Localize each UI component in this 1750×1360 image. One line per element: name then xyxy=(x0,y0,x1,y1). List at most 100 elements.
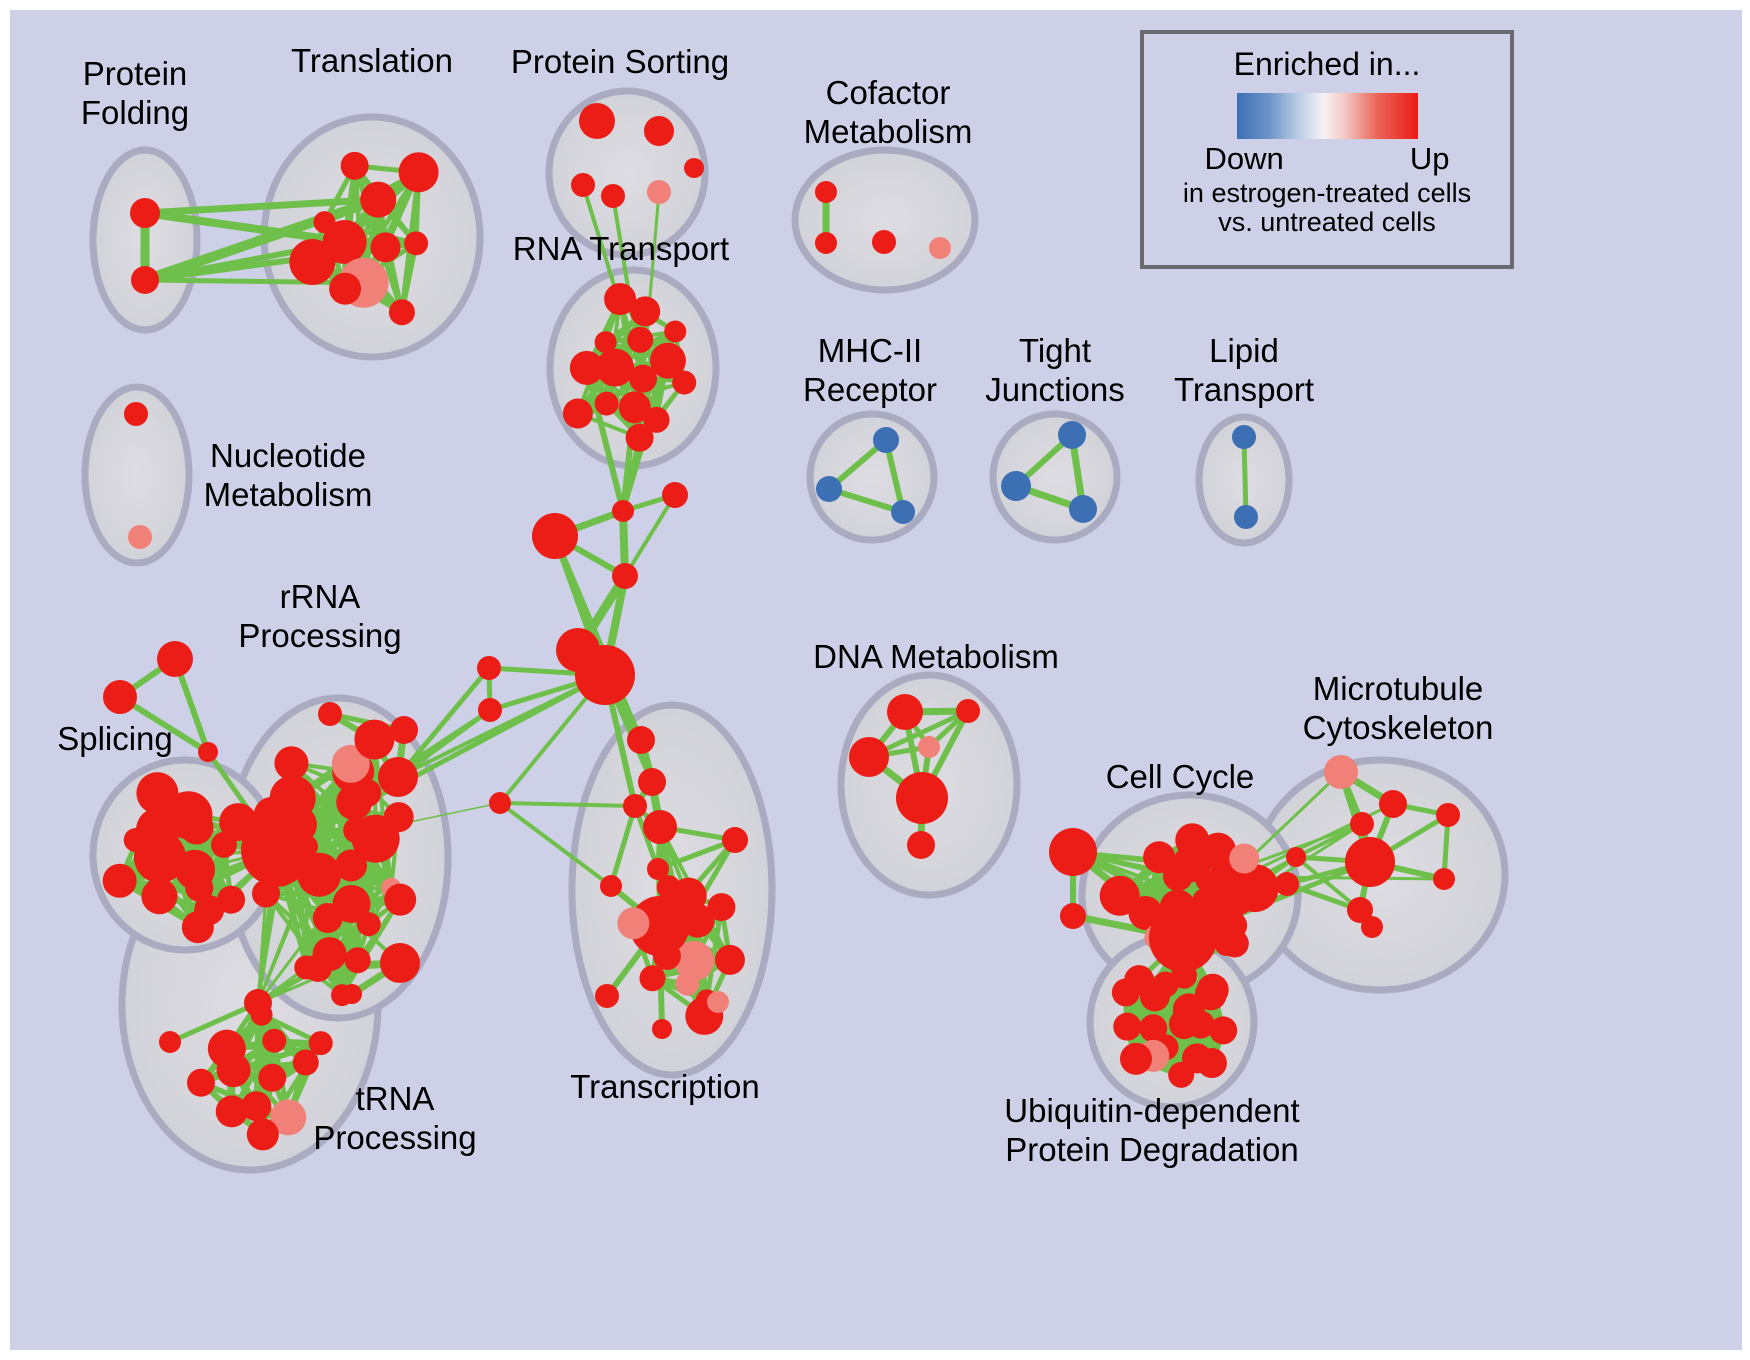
network-node xyxy=(1234,505,1258,529)
cluster-label-microtubule-cytoskeleton: Microtubule xyxy=(1313,670,1484,707)
network-node xyxy=(595,984,619,1008)
network-node xyxy=(322,219,367,264)
network-node xyxy=(643,406,670,433)
network-node xyxy=(1196,973,1229,1006)
network-node xyxy=(675,971,700,996)
network-node xyxy=(1220,929,1249,958)
cluster-label-nucleotide-metabolism: Nucleotide xyxy=(210,437,366,474)
network-node xyxy=(1209,1016,1238,1045)
network-edge xyxy=(1241,434,1249,520)
network-edge xyxy=(583,364,626,514)
network-node xyxy=(1058,421,1086,449)
network-node xyxy=(618,391,651,424)
network-node xyxy=(217,885,246,914)
cluster-label-tight-junctions: Junctions xyxy=(985,371,1124,408)
network-node xyxy=(652,1019,672,1039)
cluster-label-cell-cycle: Cell Cycle xyxy=(1106,758,1255,795)
cluster-label-microtubule-cytoskeleton: Cytoskeleton xyxy=(1303,709,1494,746)
network-node xyxy=(1350,812,1374,836)
cluster-label-transcription: Transcription xyxy=(570,1068,760,1105)
network-node xyxy=(103,680,137,714)
cluster-label-protein-sorting: Protein Sorting xyxy=(511,43,729,80)
network-node xyxy=(378,757,418,797)
network-node xyxy=(579,103,615,139)
network-node xyxy=(815,232,837,254)
network-node xyxy=(672,370,697,395)
network-node xyxy=(1361,916,1383,938)
network-node xyxy=(604,283,637,316)
network-node xyxy=(596,348,635,387)
network-node xyxy=(575,645,635,705)
network-node xyxy=(141,878,178,915)
network-node xyxy=(335,849,368,882)
network-node xyxy=(355,723,381,749)
network-node xyxy=(270,1099,307,1136)
network-node xyxy=(308,1031,333,1056)
network-node xyxy=(647,180,671,204)
network-node xyxy=(872,230,896,254)
network-node xyxy=(644,116,674,146)
network-node xyxy=(198,742,218,762)
cluster-ellipse-nucleotide-metabolism xyxy=(81,383,193,567)
network-node xyxy=(630,296,661,327)
cluster-label-translation: Translation xyxy=(291,42,453,79)
cluster-label-ubiquitin-degradation: Ubiquitin-dependent xyxy=(1004,1092,1299,1129)
network-node xyxy=(331,744,370,783)
network-node xyxy=(1099,875,1140,916)
network-edge xyxy=(1294,855,1362,912)
network-node xyxy=(241,814,313,886)
network-node xyxy=(1175,823,1210,858)
cluster-label-protein-folding: Protein xyxy=(83,55,188,92)
network-node xyxy=(1111,978,1140,1007)
network-node xyxy=(1229,843,1260,874)
network-node xyxy=(873,427,899,453)
network-node xyxy=(907,831,935,859)
network-node xyxy=(123,828,148,853)
network-edge xyxy=(552,533,644,743)
network-node xyxy=(571,173,595,197)
legend-subtitle-line2: vs. untreated cells xyxy=(1218,207,1436,238)
network-node xyxy=(380,943,420,983)
cluster-label-protein-folding: Folding xyxy=(81,94,189,131)
network-node xyxy=(304,954,332,982)
cluster-label-rrna-processing: Processing xyxy=(238,617,401,654)
network-edge xyxy=(396,673,607,779)
network-node xyxy=(390,716,418,744)
network-edge xyxy=(623,493,677,578)
network-node xyxy=(262,1028,287,1053)
network-node xyxy=(562,398,593,429)
network-node xyxy=(124,402,148,426)
network-node xyxy=(388,299,415,326)
network-node xyxy=(370,232,401,263)
network-node xyxy=(1433,868,1455,890)
network-node xyxy=(612,500,634,522)
network-node xyxy=(477,656,501,680)
network-node xyxy=(292,1049,319,1076)
network-node xyxy=(816,476,842,502)
network-edge xyxy=(608,803,638,889)
network-node xyxy=(629,896,690,957)
network-node xyxy=(1060,903,1086,929)
network-edge xyxy=(167,1000,261,1045)
cluster-label-cofactor-metabolism: Cofactor xyxy=(826,74,951,111)
network-node xyxy=(601,184,625,208)
cluster-label-lipid-transport: Lipid xyxy=(1209,332,1279,369)
network-node xyxy=(1143,841,1176,874)
cluster-label-lipid-transport: Transport xyxy=(1174,371,1314,408)
network-node xyxy=(647,858,669,880)
network-node xyxy=(929,237,951,259)
network-node xyxy=(130,198,160,228)
legend-subtitle-line1: in estrogen-treated cells xyxy=(1182,178,1472,208)
network-node xyxy=(1347,897,1373,923)
cluster-label-mhc-ii-receptor: Receptor xyxy=(803,371,937,408)
legend-panel: Enriched in... Down Up in estrogen-treat… xyxy=(1140,30,1514,269)
network-edge xyxy=(498,801,613,888)
network-node xyxy=(478,698,502,722)
network-node xyxy=(274,746,309,781)
network-node xyxy=(594,391,619,416)
network-node xyxy=(849,737,889,777)
network-node xyxy=(664,320,687,343)
network-node xyxy=(489,792,511,814)
